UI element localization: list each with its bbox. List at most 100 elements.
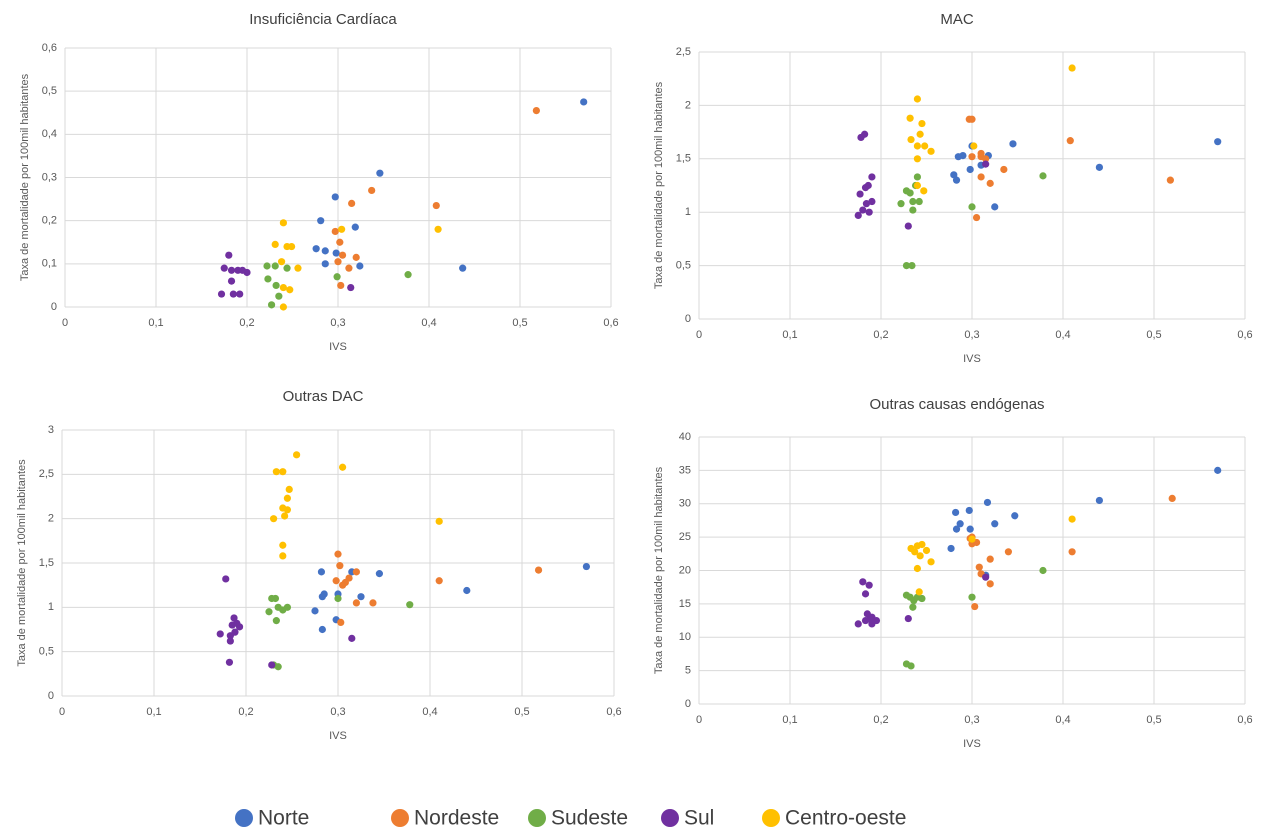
data-point [228,621,236,629]
data-point [904,614,912,623]
data-point [913,142,922,150]
x-tick-label: 0,3 [330,706,345,718]
x-tick-label: 0,3 [964,329,979,341]
data-point [283,494,291,502]
legend-marker [528,809,546,827]
data-point [908,262,916,270]
data-point [1214,138,1222,146]
data-point [916,130,924,138]
data-point [279,552,287,560]
data-point [956,520,964,528]
data-point [907,662,915,670]
data-point [975,563,983,571]
legend-label: Norte [258,807,309,830]
data-point [872,616,881,625]
y-tick-label: 15 [679,598,691,610]
y-tick-label: 30 [679,498,691,510]
data-point [966,165,974,174]
data-point [318,625,326,634]
data-point [406,601,414,609]
data-point [463,586,471,595]
data-point [897,200,905,208]
data-point [331,193,339,201]
x-tick-label: 0,5 [1146,329,1161,341]
data-point [348,634,356,642]
data-point [235,623,244,631]
data-point [279,283,287,292]
y-tick-label: 0,5 [676,260,691,272]
data-point [230,614,238,622]
y-tick-label: 1 [48,601,54,613]
data-point [1009,140,1017,148]
legend-marker [235,809,253,827]
y-tick-label: 25 [679,531,691,543]
data-point [321,247,329,255]
x-tick-label: 0,5 [512,317,527,329]
data-point [1095,496,1103,505]
data-point [339,463,347,471]
data-point [965,506,973,515]
x-tick-label: 0,3 [330,317,345,329]
y-tick-label: 0 [685,698,691,710]
x-tick-label: 0,4 [1055,714,1070,726]
data-point [338,225,346,233]
data-point [1000,165,1008,174]
x-tick-label: 0,5 [1146,714,1161,726]
data-point [532,106,540,115]
data-point [861,590,870,598]
data-point [983,498,992,507]
data-point [272,617,280,625]
y-tick-label: 20 [679,564,691,576]
x-tick-label: 0,4 [1055,329,1070,341]
data-point [332,249,340,257]
data-point [216,630,224,638]
x-tick-label: 0 [62,317,68,329]
data-point [225,658,234,666]
data-point [286,286,294,294]
data-point [376,169,384,177]
data-point [352,568,360,576]
data-point [918,119,926,128]
data-point [331,227,339,236]
data-point [906,114,914,122]
data-point [227,277,236,285]
data-point [868,173,876,181]
data-point [868,197,876,206]
data-point [332,577,340,585]
data-point [1068,548,1076,556]
x-tick-label: 0 [59,706,65,718]
data-point [1039,566,1047,575]
data-point [285,485,293,494]
x-tick-label: 0,2 [239,317,254,329]
x-tick-label: 0,4 [421,317,436,329]
data-point [283,603,291,611]
legend-label: Sudeste [551,807,628,830]
data-point [333,273,341,281]
data-point [927,558,935,566]
data-point [968,593,976,601]
data-point [904,222,912,230]
data-point [1166,176,1174,184]
y-tick-label: 2 [685,99,691,111]
chart-title: MAC [940,11,974,28]
x-tick-label: 0,5 [514,706,529,718]
legend-label: Centro-oeste [785,807,906,830]
y-tick-label: 1 [685,206,691,218]
y-tick-label: 2,5 [676,46,691,58]
data-point [854,211,862,220]
data-point [264,275,272,283]
y-tick-label: 1,5 [39,557,54,569]
data-point [913,95,922,103]
data-point [986,580,994,588]
legend-marker [762,809,780,827]
data-point [982,160,990,168]
data-point [220,264,228,272]
data-point [334,550,342,558]
data-point [293,451,301,459]
data-point [348,199,356,207]
data-point [952,525,961,533]
data-point [968,203,976,211]
data-point [277,258,286,266]
x-tick-label: 0,6 [603,317,618,329]
legend-label: Sul [684,807,714,830]
